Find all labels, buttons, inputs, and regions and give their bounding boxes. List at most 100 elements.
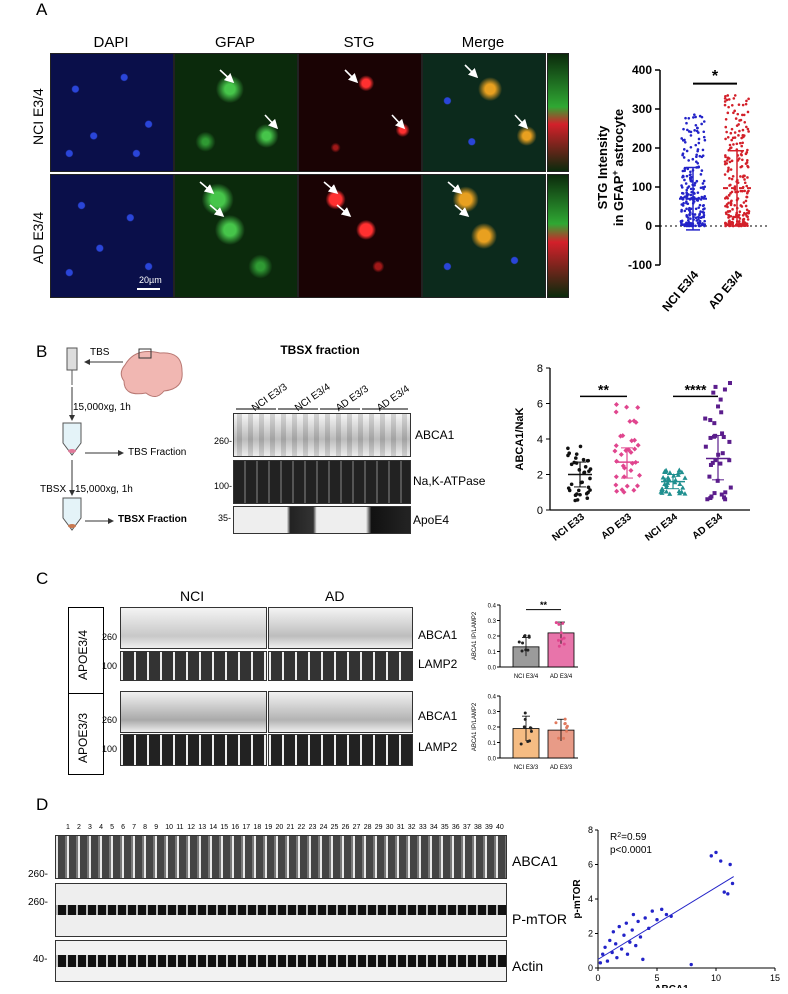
data-point xyxy=(724,204,727,208)
data-point xyxy=(681,175,684,179)
data-point xyxy=(729,214,733,218)
lane-number: 12 xyxy=(187,824,196,831)
data-point xyxy=(613,482,619,488)
lane-number: 33 xyxy=(418,824,427,831)
lane-number: 27 xyxy=(352,824,361,831)
blot-d-pmtor xyxy=(55,883,507,937)
mw-marker-260: 260- xyxy=(214,436,233,446)
panel-c-letter: C xyxy=(36,569,49,588)
data-point xyxy=(723,160,727,163)
x-axis-label: ABCA1 xyxy=(654,984,689,988)
blot-nak-atpase xyxy=(233,460,411,504)
data-point xyxy=(746,127,750,131)
data-point xyxy=(726,205,729,209)
data-point xyxy=(680,485,686,490)
data-point xyxy=(698,203,702,207)
y-tick-label: 0.4 xyxy=(488,695,497,701)
data-point xyxy=(737,134,740,137)
data-point xyxy=(680,186,684,189)
data-point xyxy=(739,204,743,207)
data-point xyxy=(724,211,728,214)
data-point xyxy=(745,222,749,226)
data-point xyxy=(733,215,737,219)
d-mw-actin: 40- xyxy=(33,954,48,965)
data-point xyxy=(565,729,569,733)
data-point xyxy=(694,224,697,228)
data-point xyxy=(635,442,641,448)
data-point xyxy=(696,191,700,194)
data-point xyxy=(743,211,746,215)
data-point xyxy=(733,203,736,207)
data-point xyxy=(683,166,687,170)
x-tick-label: 0 xyxy=(595,973,600,983)
data-point xyxy=(683,178,686,182)
lane-number: 5 xyxy=(110,824,114,831)
data-point xyxy=(712,421,717,426)
data-point xyxy=(621,465,627,471)
data-point xyxy=(747,97,750,101)
data-point xyxy=(731,208,734,211)
data-point xyxy=(744,199,748,203)
data-point xyxy=(522,725,526,729)
data-point xyxy=(726,94,730,97)
data-point xyxy=(716,404,721,409)
y-tick-label: 300 xyxy=(632,102,652,116)
x-category-label: AD E3/4 xyxy=(705,268,745,312)
data-point xyxy=(692,116,695,119)
data-point xyxy=(561,621,565,625)
chart-abca1-nak: 8 6 4 2 0 ABCA1/NaK NCI E33 AD E33 NCI E34 AD E34… xyxy=(514,363,750,544)
data-point xyxy=(702,179,706,183)
data-point xyxy=(527,635,531,639)
data-point xyxy=(723,497,728,502)
lane-number: 36 xyxy=(451,824,460,831)
data-point xyxy=(728,160,732,164)
data-point xyxy=(707,474,712,479)
data-point xyxy=(723,173,727,176)
genotype-box-apoe33 xyxy=(68,693,104,775)
blot-c-abca1-nci-33 xyxy=(120,691,267,733)
panel-d-letter: D xyxy=(36,795,49,814)
data-point xyxy=(554,621,558,625)
data-point xyxy=(723,197,727,200)
workflow-tbs-fraction: TBS Fraction xyxy=(128,447,187,458)
band-label-abca1: ABCA1 xyxy=(415,428,455,442)
data-point xyxy=(727,166,730,170)
data-point xyxy=(677,481,683,486)
data-point xyxy=(746,176,749,179)
data-point xyxy=(740,165,744,168)
data-point xyxy=(695,160,698,164)
data-point xyxy=(743,120,747,124)
data-point xyxy=(682,148,686,151)
data-point xyxy=(730,199,733,203)
data-point xyxy=(696,221,700,225)
x-tick-label: 15 xyxy=(770,973,780,983)
data-point xyxy=(569,482,574,487)
data-point xyxy=(745,184,749,188)
data-point xyxy=(719,410,724,415)
data-point xyxy=(703,138,707,142)
data-point xyxy=(685,195,689,198)
data-point xyxy=(614,488,620,494)
data-point xyxy=(681,152,685,155)
data-point xyxy=(703,444,708,449)
chart-abca1-ip-apoe33: 0.4 0.3 0.2 0.1 0.0 ABCA1 IP/LAMP2 NCI E3/3 AD … xyxy=(472,695,578,771)
y-tick-label: 0 xyxy=(537,505,543,517)
data-point xyxy=(702,130,706,134)
data-point xyxy=(667,470,673,475)
data-point xyxy=(724,224,727,228)
data-point xyxy=(728,219,731,222)
workflow-tbsx-label: TBSX xyxy=(40,484,67,495)
data-point xyxy=(700,169,704,172)
mw-marker-100: 100- xyxy=(214,481,233,491)
data-point xyxy=(629,438,635,444)
data-point xyxy=(703,185,707,189)
blot-c-abca1-nci-34 xyxy=(120,607,267,649)
data-point xyxy=(729,168,733,171)
y-axis-label: ABCA1 IP/LAMP2 xyxy=(472,611,478,660)
data-point xyxy=(733,136,737,139)
x-category-label: NCI E33 xyxy=(550,511,587,543)
panel-a-letter: A xyxy=(36,0,48,19)
data-point xyxy=(691,157,695,161)
d-mw-abca1: 260- xyxy=(28,869,49,880)
band-label-nak: Na,K-ATPase xyxy=(413,474,486,488)
